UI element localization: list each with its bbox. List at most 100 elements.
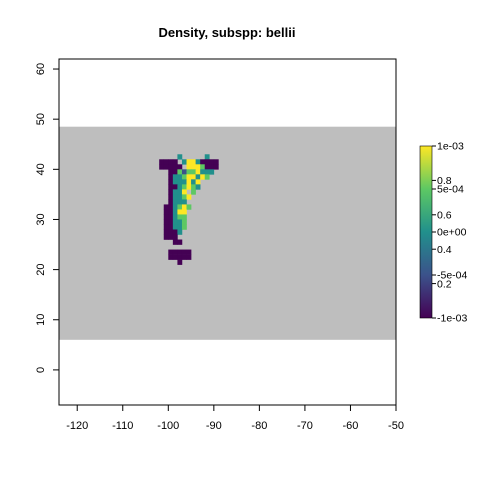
- density-cell: [181, 189, 187, 195]
- density-cell: [177, 204, 183, 210]
- density-cell: [168, 194, 174, 200]
- density-cell: [209, 159, 215, 165]
- legend-tick-label: 0.6: [437, 209, 452, 221]
- density-cell: [177, 219, 183, 225]
- legend-tick-label: 5e-04: [437, 184, 464, 196]
- legend-tick-label: 0e+00: [437, 227, 467, 239]
- color-legend: 1e-03 5e-04 0e+00 -5e-04 -1e-03 0.8 0.6 0.4 0.2: [419, 141, 468, 325]
- density-cell: [159, 159, 165, 165]
- density-cell: [186, 194, 192, 200]
- density-cell: [177, 179, 183, 185]
- density-cell: [172, 204, 178, 210]
- density-cell: [186, 174, 192, 180]
- density-cell: [168, 224, 174, 230]
- density-cell: [168, 199, 174, 205]
- density-cell: [168, 159, 174, 165]
- density-cell: [204, 159, 210, 165]
- density-cell: [163, 204, 169, 210]
- y-tick-label: 40: [35, 163, 47, 175]
- density-cell: [159, 164, 165, 170]
- density-cell: [186, 169, 192, 175]
- density-cell: [181, 254, 187, 260]
- density-cell: [168, 229, 174, 235]
- x-tick-label: -50: [388, 420, 404, 432]
- density-cell: [168, 214, 174, 220]
- density-cell: [181, 184, 187, 190]
- density-cell: [204, 174, 210, 180]
- density-cell: [177, 169, 183, 175]
- density-cell: [172, 184, 178, 190]
- x-tick-label: -110: [112, 420, 133, 432]
- density-cell: [200, 164, 206, 170]
- density-cell: [168, 169, 174, 175]
- density-cell: [172, 219, 178, 225]
- density-cell: [181, 249, 187, 255]
- density-cell: [163, 229, 169, 235]
- density-cell: [186, 249, 192, 255]
- density-cell: [172, 234, 178, 240]
- density-cell: [181, 199, 187, 205]
- density-cell: [172, 194, 178, 200]
- density-cell: [177, 174, 183, 180]
- density-cells: [159, 154, 219, 265]
- y-tick-label: 20: [35, 263, 47, 275]
- density-cell: [177, 214, 183, 220]
- x-tick-label: -120: [66, 420, 88, 432]
- density-cell: [204, 164, 210, 170]
- density-cell: [181, 194, 187, 200]
- density-cell: [200, 159, 206, 165]
- density-cell: [209, 164, 215, 170]
- y-tick-label: 60: [35, 63, 47, 75]
- density-cell: [204, 154, 210, 160]
- density-cell: [177, 154, 183, 160]
- density-cell: [191, 189, 196, 195]
- density-cell: [195, 174, 201, 180]
- density-cell: [191, 184, 196, 190]
- density-cell: [168, 254, 174, 260]
- density-cell: [186, 254, 192, 260]
- density-cell: [191, 164, 196, 170]
- density-cell: [168, 179, 174, 185]
- density-cell: [172, 174, 178, 180]
- x-tick-label: -80: [251, 420, 267, 432]
- density-cell: [191, 174, 196, 180]
- x-axis: -120 -110 -100 -90 -80 -70 -60 -50: [66, 404, 404, 432]
- legend-tick-label: 0.4: [437, 244, 452, 256]
- density-cell: [168, 219, 174, 225]
- density-cell: [181, 209, 187, 215]
- density-cell: [172, 199, 178, 205]
- density-cell: [172, 179, 178, 185]
- y-tick-label: 10: [35, 314, 47, 326]
- density-cell: [163, 214, 169, 220]
- density-cell: [177, 199, 183, 205]
- density-cell: [177, 184, 183, 190]
- density-cell: [200, 169, 206, 175]
- chart-title: Density, subspp: bellii: [158, 25, 295, 40]
- density-cell: [177, 194, 183, 200]
- density-cell: [163, 159, 169, 165]
- density-cell: [177, 239, 183, 245]
- y-axis: 0 10 20 30 40 50 60: [35, 63, 60, 373]
- density-cell: [186, 204, 192, 210]
- legend-tick-label: 1e-03: [437, 141, 464, 153]
- density-cell: [168, 164, 174, 170]
- density-cell: [172, 159, 178, 165]
- density-cell: [177, 249, 183, 255]
- density-cell: [172, 249, 178, 255]
- density-cell: [191, 169, 196, 175]
- density-cell: [168, 209, 174, 215]
- density-cell: [177, 259, 183, 265]
- density-cell: [172, 164, 178, 170]
- density-cell: [195, 159, 201, 165]
- density-cell: [163, 224, 169, 230]
- density-cell: [172, 169, 178, 175]
- y-tick-label: 30: [35, 213, 47, 225]
- density-cell: [181, 174, 187, 180]
- density-cell: [181, 219, 187, 225]
- legend-colorbar: [420, 146, 432, 318]
- x-tick-label: -70: [297, 420, 313, 432]
- density-cell: [191, 159, 196, 165]
- y-tick-label: 0: [35, 367, 47, 373]
- density-cell: [172, 254, 178, 260]
